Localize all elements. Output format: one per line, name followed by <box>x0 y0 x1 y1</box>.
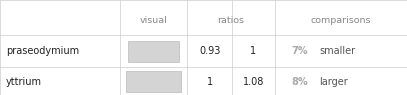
Text: comparisons: comparisons <box>311 16 371 25</box>
Text: 1.08: 1.08 <box>243 77 264 87</box>
Text: 8%: 8% <box>291 77 308 87</box>
Text: smaller: smaller <box>319 46 356 56</box>
Bar <box>128 41 179 62</box>
Text: larger: larger <box>319 77 348 87</box>
Text: visual: visual <box>140 16 168 25</box>
Text: 1: 1 <box>250 46 256 56</box>
Text: praseodymium: praseodymium <box>6 46 79 56</box>
Text: ratios: ratios <box>217 16 245 25</box>
Text: yttrium: yttrium <box>6 77 42 87</box>
Text: 1: 1 <box>206 77 213 87</box>
Bar <box>126 71 181 92</box>
Text: 7%: 7% <box>291 46 308 56</box>
Text: 0.93: 0.93 <box>199 46 220 56</box>
